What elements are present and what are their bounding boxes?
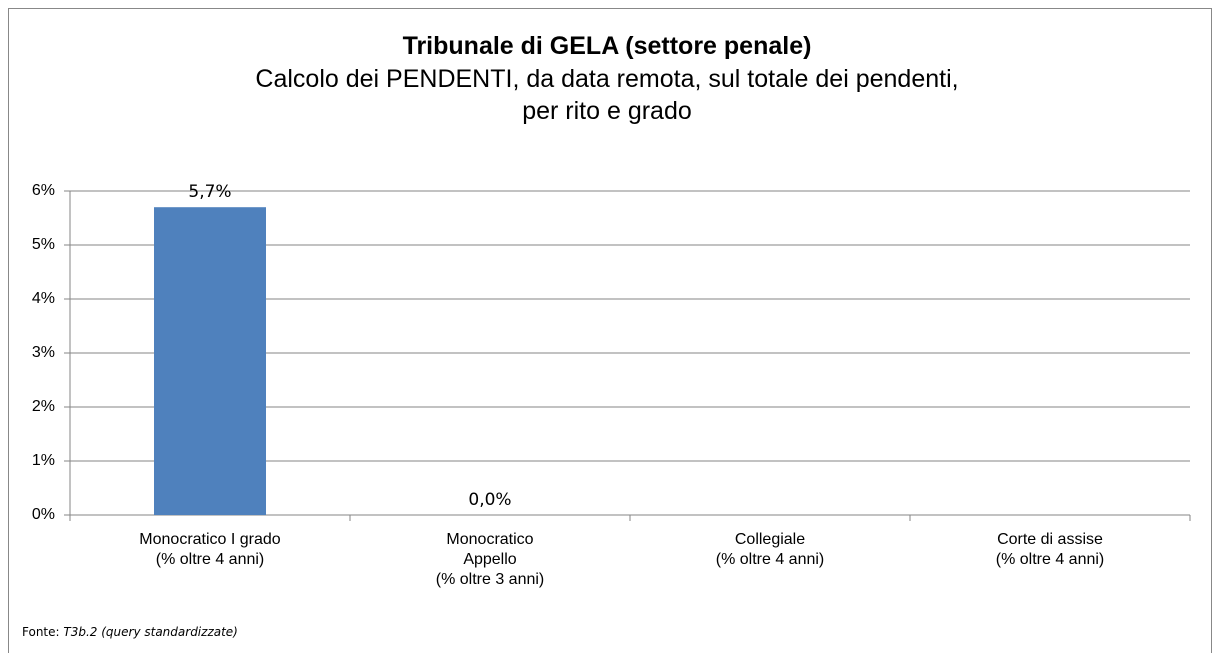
y-tick-label: 4%: [32, 290, 55, 307]
chart-subtitle: Calcolo dei PENDENTI, da data remota, su…: [255, 65, 959, 125]
bar: [154, 207, 266, 515]
data-label: 5,7%: [188, 182, 231, 202]
x-tick-label: Monocratico I grado (% oltre 4 anni): [139, 531, 281, 568]
x-tick-label: Monocratico Appello (% oltre 3 anni): [435, 531, 545, 588]
source: Fonte: T3b.2 (query standardizzate): [22, 625, 238, 639]
source-text: T3b.2 (query standardizzate): [63, 625, 238, 639]
x-tick-label: Collegiale (% oltre 4 anni): [715, 531, 825, 568]
chart-frame: [8, 8, 1212, 653]
y-tick-label: 5%: [32, 236, 55, 253]
x-tick-label: Corte di assise (% oltre 4 anni): [995, 531, 1105, 568]
y-tick-label: 2%: [32, 398, 55, 415]
y-tick-label: 0%: [32, 506, 55, 523]
y-tick-label: 6%: [32, 182, 55, 199]
data-label: 0,0%: [468, 490, 511, 510]
chart-title: Tribunale di GELA (settore penale): [402, 32, 812, 60]
y-tick-label: 3%: [32, 344, 55, 361]
y-tick-label: 1%: [32, 452, 55, 469]
source-label: Fonte:: [22, 625, 60, 639]
